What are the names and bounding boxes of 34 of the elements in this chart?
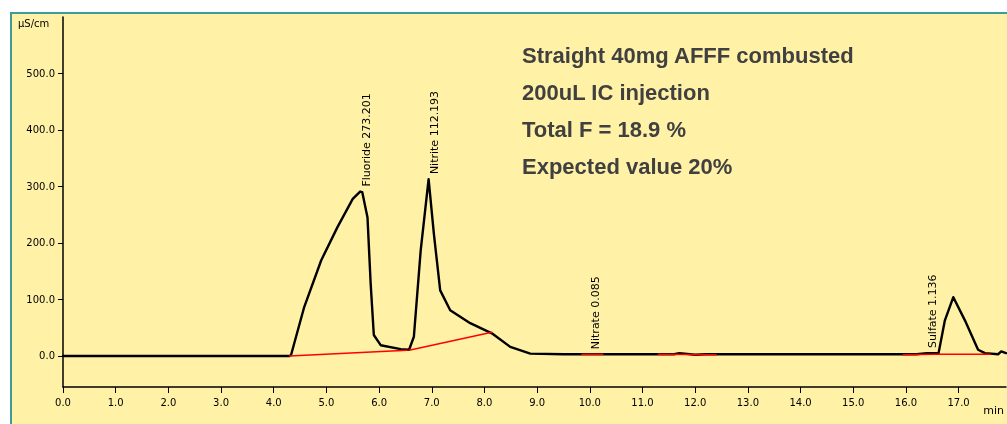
x-tick-label: 10.0 bbox=[578, 396, 601, 408]
x-tick-label: 11.0 bbox=[631, 396, 654, 408]
x-tick-label: 5.0 bbox=[318, 396, 335, 408]
x-tick-label: 0.0 bbox=[55, 396, 71, 408]
annotation: Total F = 18.9 % bbox=[522, 116, 687, 142]
y-tick-label: 500.0 bbox=[26, 67, 55, 79]
x-tick-label: 14.0 bbox=[789, 396, 812, 408]
x-tick-label: 4.0 bbox=[265, 396, 282, 408]
x-tick-label: 1.0 bbox=[107, 396, 124, 408]
x-tick-label: 12.0 bbox=[684, 396, 707, 408]
annotation: Expected value 20% bbox=[522, 153, 733, 179]
x-tick-label: 2.0 bbox=[160, 396, 177, 408]
y-tick-label: 400.0 bbox=[26, 124, 55, 136]
x-axis-title: min bbox=[983, 404, 1005, 417]
y-tick-label: 200.0 bbox=[26, 237, 55, 249]
x-tick-label: 8.0 bbox=[476, 396, 493, 408]
x-tick-label: 15.0 bbox=[842, 396, 865, 408]
annotation: Nitrite 112.193 bbox=[428, 90, 442, 175]
y-tick-label: 100.0 bbox=[26, 293, 55, 305]
x-tick-label: 3.0 bbox=[213, 396, 229, 408]
annotation: 200uL IC injection bbox=[522, 79, 710, 105]
annotation: Fluoride 273.201 bbox=[359, 93, 373, 187]
x-tick-label: 7.0 bbox=[423, 396, 440, 408]
annotation: Nitrate 0.085 bbox=[589, 276, 603, 350]
x-tick-label: 6.0 bbox=[371, 396, 388, 408]
x-tick-label: 9.0 bbox=[529, 396, 546, 408]
y-tick-label: 0.0 bbox=[39, 350, 55, 362]
x-tick-label: 17.0 bbox=[947, 396, 970, 408]
annotation: Straight 40mg AFFF combusted bbox=[522, 42, 854, 68]
y-axis-title: µS/cm bbox=[18, 17, 50, 29]
x-tick-label: 13.0 bbox=[736, 396, 759, 408]
y-tick-label: 300.0 bbox=[26, 180, 55, 192]
x-tick-label: 16.0 bbox=[894, 396, 918, 408]
annotation: Sulfate 1.136 bbox=[926, 274, 940, 349]
